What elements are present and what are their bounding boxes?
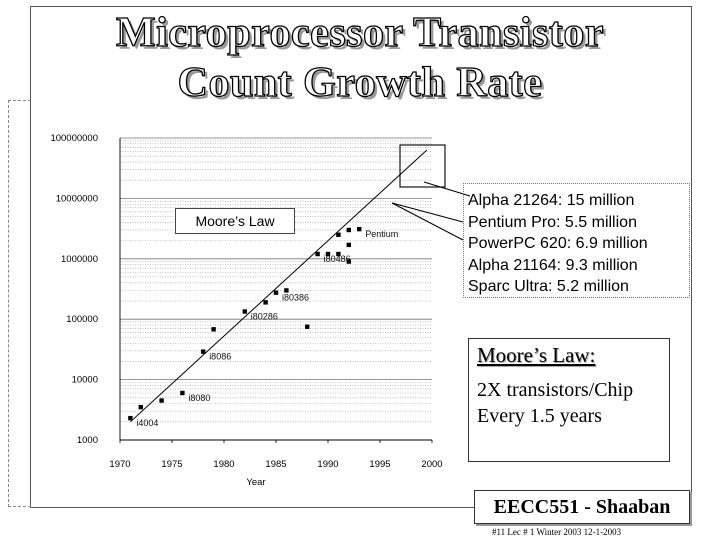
slide-frame xyxy=(30,6,692,508)
slide-side-tab xyxy=(8,100,31,507)
chart-axes xyxy=(119,138,433,443)
slide-title: Microprocessor Transistor Count Growth R… xyxy=(40,8,680,108)
data-point xyxy=(263,300,268,305)
footer-course-label: EECC551 - Shaaban xyxy=(474,490,690,524)
x-tick-label: 1970 xyxy=(109,459,130,470)
callout-line-alpha-21164: Alpha 21164: 9.3 million xyxy=(468,256,638,274)
data-point xyxy=(201,349,206,354)
callout-line-sparc-ultra: Sparc Ultra: 5.2 million xyxy=(468,278,629,295)
chart-callout-lines xyxy=(391,144,471,241)
y-tick-label: 10000 xyxy=(72,375,98,386)
x-tick-label: 2000 xyxy=(421,459,442,470)
data-point-label: i80486 xyxy=(324,254,351,264)
x-tick-label: 1995 xyxy=(369,459,390,470)
moores-law-line-2: Every 1.5 years xyxy=(477,405,602,427)
data-point-label: i80386 xyxy=(282,293,309,303)
data-point-label: i80286 xyxy=(251,312,278,322)
chart-grid xyxy=(120,137,432,441)
data-point xyxy=(346,227,351,233)
data-point xyxy=(336,251,341,257)
x-tick-label: 1975 xyxy=(161,459,182,470)
footer-note: #11 Lec # 1 Winter 2003 12-1-2003 xyxy=(492,527,622,537)
x-tick-label: 1980 xyxy=(213,459,234,470)
data-point xyxy=(273,290,279,295)
data-point xyxy=(128,415,133,421)
moores-law-heading: Moore’s Law: xyxy=(477,343,596,367)
callout-line-alpha-21264: Alpha 21264: 15 million xyxy=(468,192,635,209)
x-tick-label: 1985 xyxy=(265,459,286,470)
leader-line xyxy=(391,202,464,241)
highlight-box xyxy=(399,144,446,188)
data-point xyxy=(211,327,216,332)
y-tick-label: 10000000 xyxy=(56,193,98,204)
leader-line xyxy=(391,202,464,223)
data-point xyxy=(242,309,247,314)
title-line-1: Microprocessor Transistor xyxy=(115,9,605,56)
data-point xyxy=(180,390,185,396)
leader-line xyxy=(423,181,471,197)
chart-points: i4004 i8080 i8086 i80286 i80386 i80486 Pentium xyxy=(128,226,398,428)
data-point xyxy=(336,232,341,237)
moores-law-box: Moore’s Law: 2X transistors/Chip Every 1… xyxy=(468,338,670,462)
data-point xyxy=(346,259,351,264)
data-point xyxy=(325,251,331,257)
data-point xyxy=(284,288,289,293)
data-point xyxy=(346,242,351,248)
processor-callout: Alpha 21264: 15 million Pentium Pro: 5.5… xyxy=(463,183,690,298)
trend-line-group xyxy=(130,149,428,423)
moores-law-trend-line xyxy=(130,149,428,423)
y-tick-label: 1000000 xyxy=(61,254,98,265)
chart-ticks: 1000 10000 100000 1000000 10000000 100000000 1… xyxy=(50,133,442,488)
y-tick-label: 100000 xyxy=(66,314,98,325)
moores-law-label: Moore’s Law xyxy=(175,208,295,234)
data-point xyxy=(159,398,164,403)
callout-line-powerpc-620: PowerPC 620: 6.9 million xyxy=(468,235,648,252)
data-point-label: i8080 xyxy=(188,393,210,403)
title-line-2: Count Growth Rate xyxy=(177,59,543,106)
data-point xyxy=(315,251,320,257)
moores-law-line-1: 2X transistors/Chip xyxy=(477,379,634,401)
y-tick-label: 100000000 xyxy=(50,133,98,144)
data-point-label: Pentium xyxy=(365,229,398,239)
callout-line-pentium-pro: Pentium Pro: 5.5 million xyxy=(468,213,637,231)
x-axis-label: Year xyxy=(246,477,265,488)
data-point-label: i8086 xyxy=(209,352,231,362)
data-point xyxy=(357,226,362,232)
x-tick-label: 1990 xyxy=(317,459,338,470)
data-point xyxy=(138,404,143,410)
data-point xyxy=(305,324,310,329)
data-point-label: i4004 xyxy=(136,418,158,428)
y-tick-label: 1000 xyxy=(77,435,98,446)
